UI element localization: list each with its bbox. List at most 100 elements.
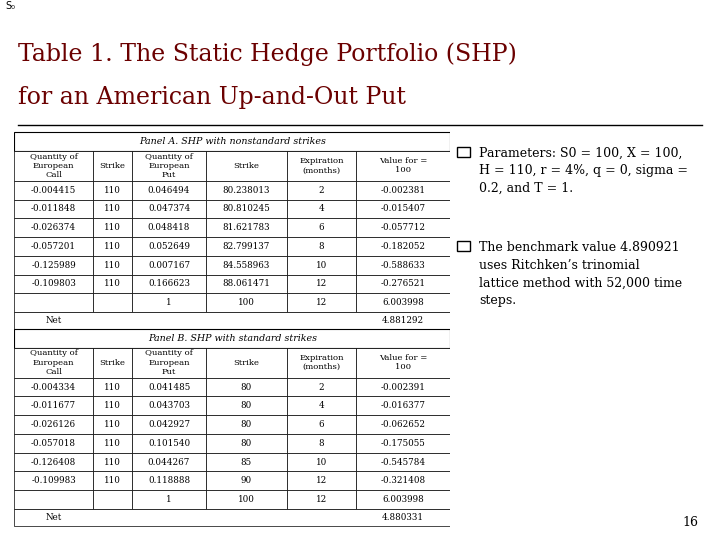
Bar <box>93 490 132 509</box>
Text: -0.057712: -0.057712 <box>381 223 426 232</box>
Bar <box>14 256 93 274</box>
Text: 110: 110 <box>104 476 121 485</box>
Text: 0.046494: 0.046494 <box>148 186 190 194</box>
Bar <box>287 274 356 293</box>
Bar <box>93 348 132 377</box>
Bar <box>356 434 450 453</box>
Bar <box>14 151 93 181</box>
Text: Value for =
100: Value for = 100 <box>379 354 428 372</box>
Bar <box>14 200 93 218</box>
Text: -0.276521: -0.276521 <box>381 279 426 288</box>
Text: The benchmark value 4.890921
uses Ritchken’s trinomial
lattice method with 52,00: The benchmark value 4.890921 uses Ritchk… <box>479 241 682 307</box>
Text: Net: Net <box>45 513 62 522</box>
Text: 0.047374: 0.047374 <box>148 205 190 213</box>
Text: Expiration
(months): Expiration (months) <box>300 157 343 174</box>
Bar <box>287 490 356 509</box>
Bar <box>356 453 450 471</box>
Bar <box>356 256 450 274</box>
Bar <box>206 237 287 256</box>
Bar <box>356 293 450 312</box>
Text: -0.125989: -0.125989 <box>31 261 76 269</box>
Text: Value for =
100: Value for = 100 <box>379 157 428 174</box>
Bar <box>14 490 93 509</box>
Text: 0.166623: 0.166623 <box>148 279 190 288</box>
Text: 110: 110 <box>104 186 121 194</box>
Text: -0.062652: -0.062652 <box>381 420 426 429</box>
Text: 110: 110 <box>104 382 121 392</box>
Bar <box>287 471 356 490</box>
Bar <box>287 396 356 415</box>
Bar <box>206 396 287 415</box>
Text: 88.061471: 88.061471 <box>222 279 270 288</box>
Bar <box>287 181 356 200</box>
Bar <box>132 490 206 509</box>
Bar <box>206 434 287 453</box>
Bar <box>93 274 132 293</box>
Bar <box>206 453 287 471</box>
Text: 81.621783: 81.621783 <box>222 223 270 232</box>
Text: 80.810245: 80.810245 <box>222 205 270 213</box>
Text: 6: 6 <box>319 420 324 429</box>
Text: 80: 80 <box>240 439 252 448</box>
Bar <box>93 415 132 434</box>
Bar <box>132 471 206 490</box>
Text: 0.048418: 0.048418 <box>148 223 190 232</box>
Bar <box>356 200 450 218</box>
Text: Table 1. The Static Hedge Portfolio (SHP): Table 1. The Static Hedge Portfolio (SHP… <box>18 42 517 66</box>
Bar <box>132 274 206 293</box>
Text: 110: 110 <box>104 242 121 251</box>
Bar <box>14 396 93 415</box>
Bar <box>287 218 356 237</box>
Text: 84.558963: 84.558963 <box>222 261 270 269</box>
Bar <box>356 396 450 415</box>
Text: -0.015407: -0.015407 <box>381 205 426 213</box>
Bar <box>132 256 206 274</box>
Bar <box>206 256 287 274</box>
Text: Net: Net <box>45 316 62 325</box>
Bar <box>206 377 287 396</box>
Text: S₀: S₀ <box>6 1 16 11</box>
Text: 10: 10 <box>316 261 327 269</box>
Text: 0.101540: 0.101540 <box>148 439 190 448</box>
Text: 6.003998: 6.003998 <box>382 495 424 504</box>
Bar <box>14 471 93 490</box>
Bar <box>356 218 450 237</box>
Text: 0.052649: 0.052649 <box>148 242 190 251</box>
Bar <box>287 151 356 181</box>
Bar <box>93 377 132 396</box>
Text: 16: 16 <box>683 516 698 529</box>
Bar <box>356 348 450 377</box>
Bar <box>14 237 93 256</box>
Bar <box>93 200 132 218</box>
Bar <box>206 274 287 293</box>
Bar <box>287 453 356 471</box>
Text: 10: 10 <box>316 457 327 467</box>
Bar <box>14 274 93 293</box>
Bar <box>93 434 132 453</box>
Bar <box>14 348 93 377</box>
Bar <box>93 293 132 312</box>
Text: 6: 6 <box>319 223 324 232</box>
Bar <box>206 200 287 218</box>
Text: 110: 110 <box>104 420 121 429</box>
Text: -0.057201: -0.057201 <box>31 242 76 251</box>
Text: 80: 80 <box>240 401 252 410</box>
Bar <box>287 237 356 256</box>
Bar <box>93 218 132 237</box>
Text: -0.002391: -0.002391 <box>381 382 426 392</box>
Bar <box>93 151 132 181</box>
Bar <box>93 181 132 200</box>
Bar <box>287 415 356 434</box>
Text: 8: 8 <box>319 242 324 251</box>
Text: Strike: Strike <box>233 162 259 170</box>
Text: Strike: Strike <box>99 359 125 367</box>
Bar <box>206 293 287 312</box>
Bar <box>206 415 287 434</box>
Text: 4.881292: 4.881292 <box>382 316 424 325</box>
Bar <box>356 237 450 256</box>
Text: -0.016377: -0.016377 <box>381 401 426 410</box>
Text: 4: 4 <box>319 401 325 410</box>
Text: 110: 110 <box>104 439 121 448</box>
Bar <box>287 256 356 274</box>
Bar <box>14 218 93 237</box>
